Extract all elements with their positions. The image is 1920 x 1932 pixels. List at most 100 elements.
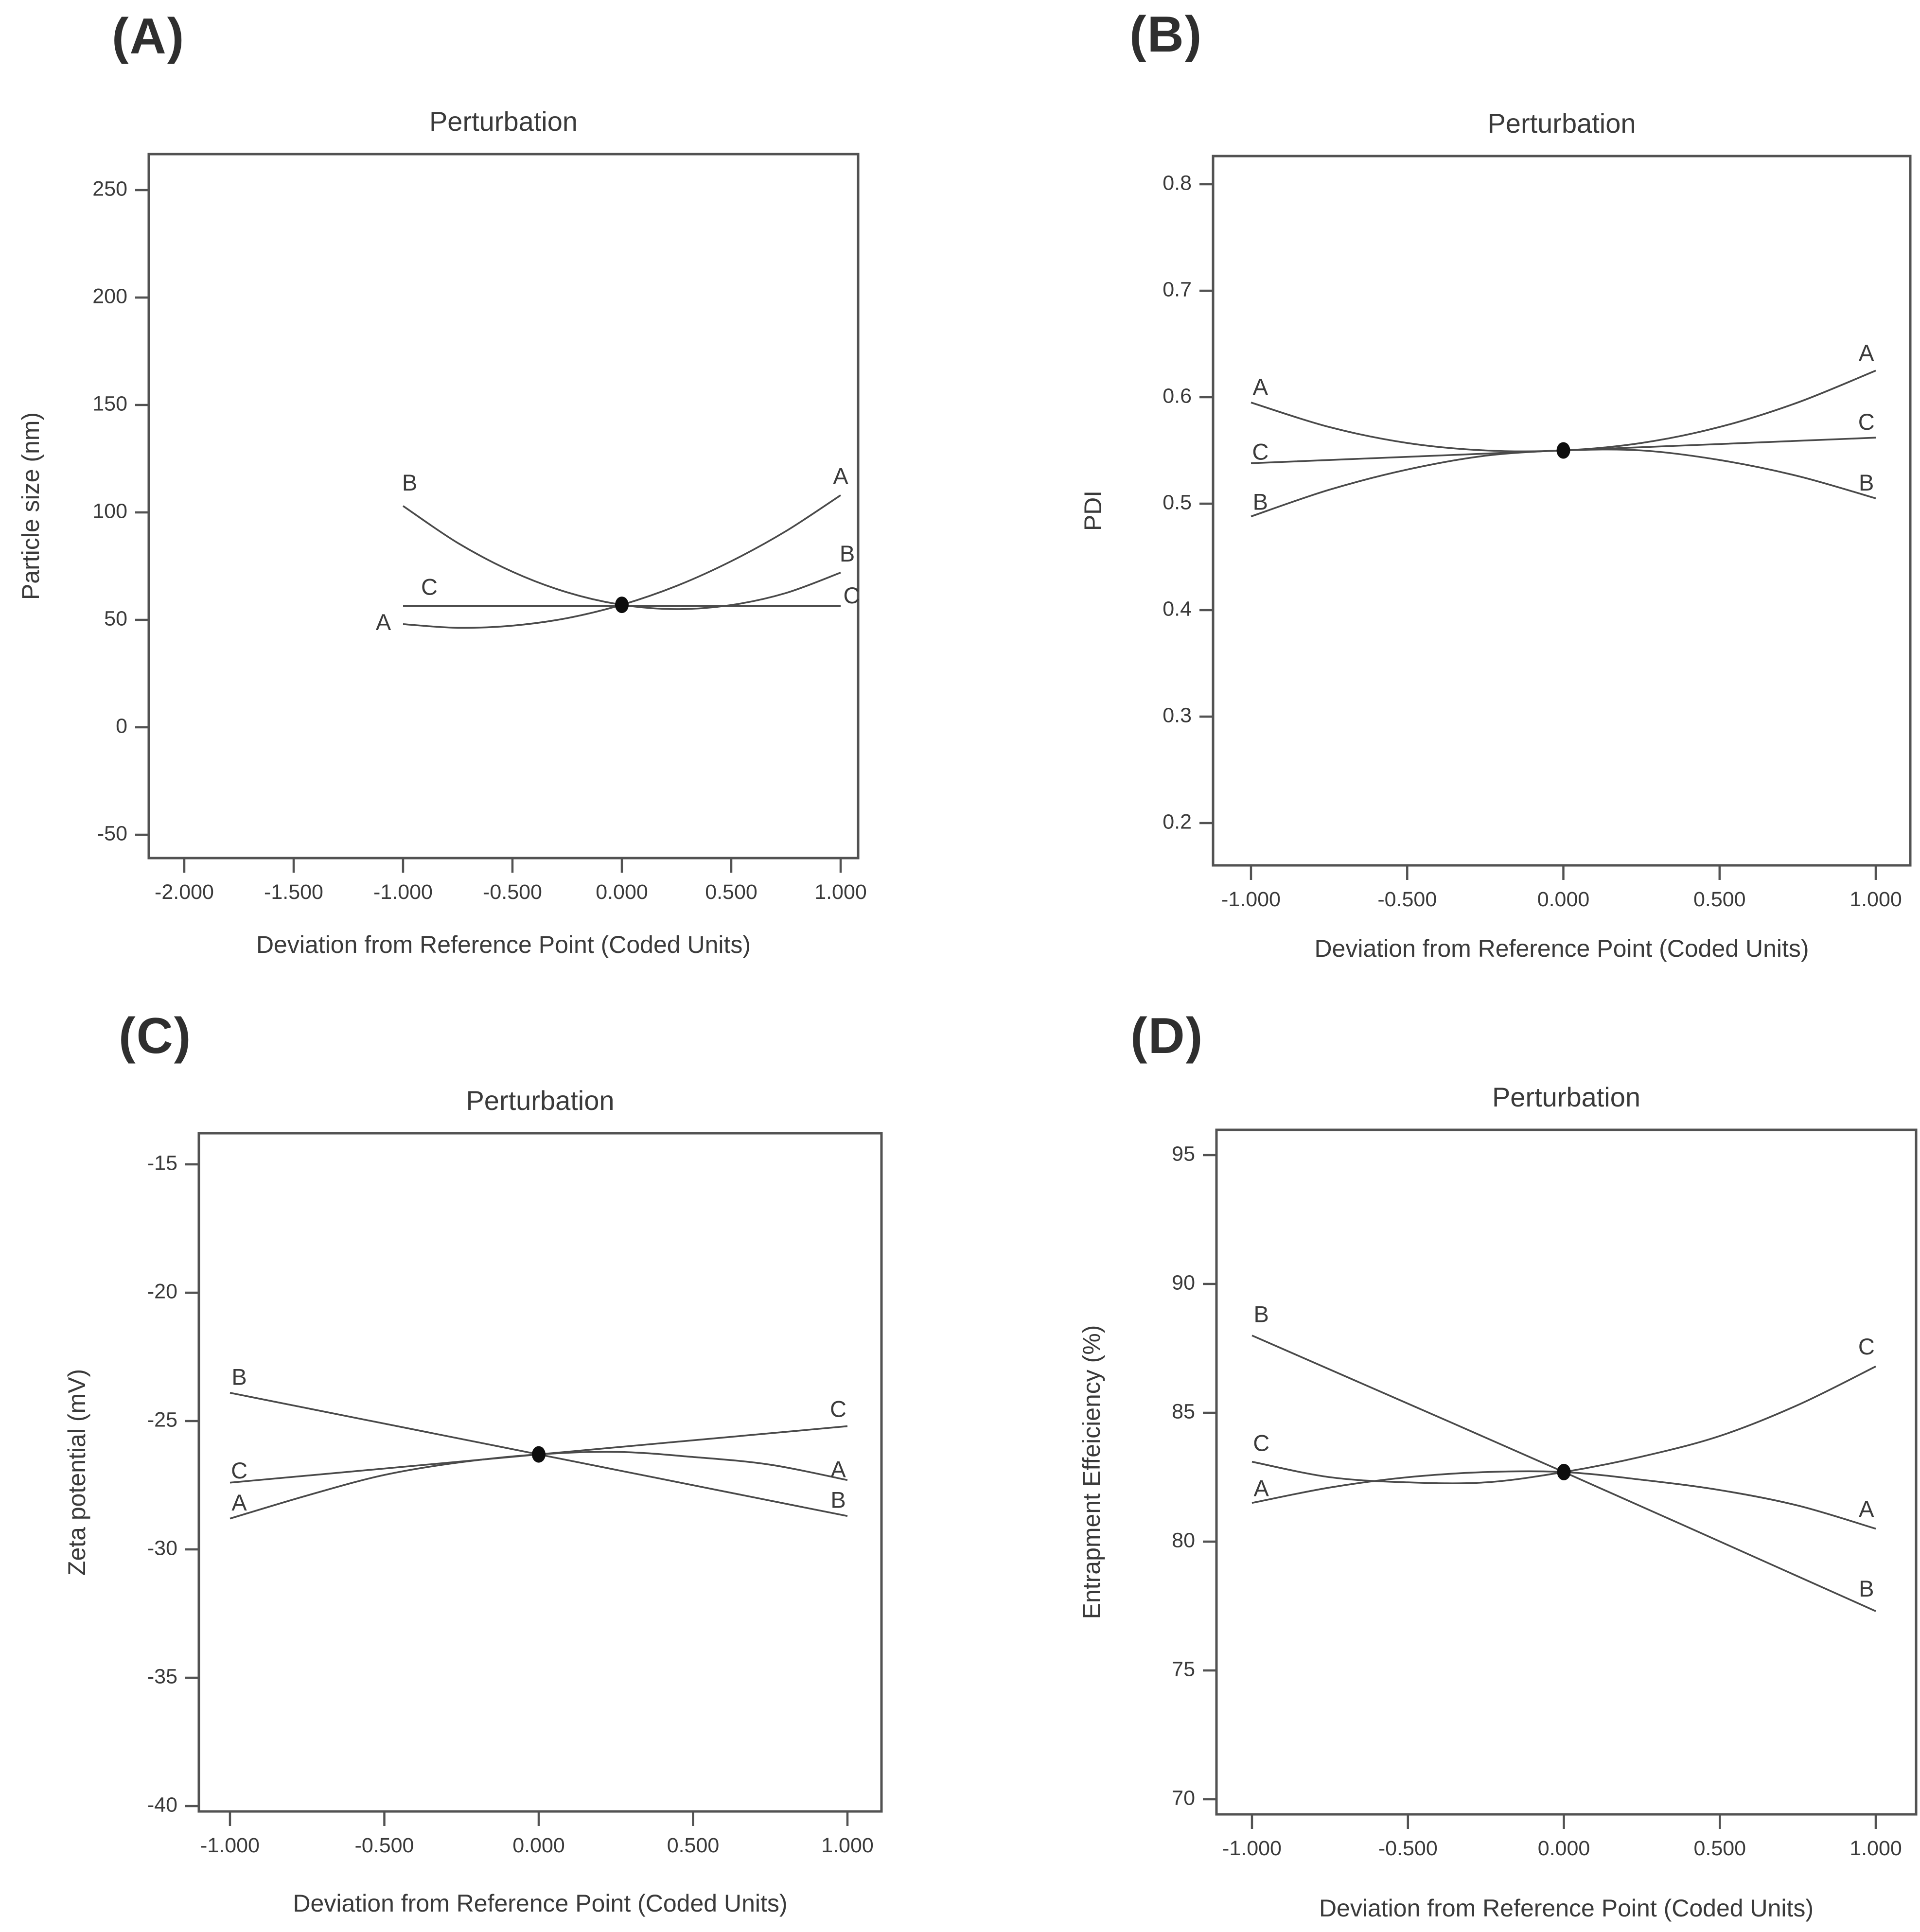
y-tick-label: 95	[1172, 1142, 1195, 1165]
x-tick-label: 0.000	[596, 880, 648, 904]
y-tick-label: 150	[92, 392, 127, 415]
curve-label-C: C	[830, 1396, 846, 1422]
y-tick-label: -25	[147, 1408, 177, 1431]
curve-label-A: A	[1859, 1496, 1874, 1522]
panel-b-letter: (B)	[1129, 6, 1203, 63]
curve-label-A: A	[833, 463, 848, 489]
x-tick-label: 0.500	[705, 880, 757, 904]
curve-label-C: C	[1252, 439, 1268, 465]
chart-title: Perturbation	[466, 1085, 614, 1116]
x-tick-label: 0.000	[512, 1834, 565, 1857]
x-tick-label: -0.500	[1378, 1837, 1438, 1860]
curve-label-A: A	[1254, 1475, 1269, 1501]
x-tick-label: 1.000	[1850, 1837, 1902, 1860]
curve-label-C: C	[1253, 1430, 1269, 1456]
x-tick-label: -1.000	[373, 880, 433, 904]
x-tick-label: -1.000	[1221, 888, 1281, 911]
y-axis-title: Entrapment Effeiciency (%)	[1078, 1325, 1105, 1619]
y-tick-label: 250	[92, 177, 127, 200]
series-line-A	[1251, 369, 1876, 453]
x-tick-label: 0.000	[1538, 1837, 1590, 1860]
y-tick-label: 0.6	[1163, 384, 1192, 407]
x-tick-label: 1.000	[814, 880, 867, 904]
x-tick-label: 0.000	[1537, 888, 1590, 911]
panel-a-letter: (A)	[112, 8, 185, 65]
curve-label-C: C	[231, 1458, 247, 1483]
y-tick-label: 0.7	[1163, 278, 1192, 301]
x-axis-title: Deviation from Reference Point (Coded Un…	[1319, 1895, 1814, 1922]
curve-label-C: C	[421, 574, 438, 599]
center-point-dot	[615, 597, 629, 614]
y-tick-label: 70	[1172, 1786, 1195, 1809]
x-tick-label: -0.500	[355, 1834, 414, 1857]
y-tick-label: -50	[97, 822, 127, 845]
x-tick-label: 1.000	[1850, 888, 1902, 911]
curve-label-C: C	[1858, 1334, 1875, 1359]
y-tick-label: 90	[1172, 1271, 1195, 1294]
y-tick-label: 0.5	[1163, 491, 1192, 514]
chart-title: Perturbation	[429, 106, 578, 137]
panel-d: (D) Perturbation 70 75 80 85 90 95 -1.000 -0.500…	[960, 967, 1920, 1932]
curve-label-B: B	[402, 470, 417, 495]
y-tick-label: 50	[104, 607, 127, 630]
y-tick-label: -35	[147, 1665, 177, 1688]
x-tick-label: 0.500	[1693, 888, 1746, 911]
y-tick-label: -20	[147, 1280, 177, 1303]
plot-box	[1215, 1128, 1918, 1816]
curve-label-B: B	[830, 1487, 846, 1513]
y-tick-label: -30	[147, 1536, 177, 1560]
plot-box	[1212, 155, 1912, 867]
y-axis-title: Particle size (nm)	[17, 412, 44, 600]
x-tick-label: -0.500	[1377, 888, 1437, 911]
x-tick-label: -1.000	[200, 1834, 260, 1857]
curve-label-C: C	[1858, 409, 1875, 435]
chart-title: Perturbation	[1492, 1082, 1640, 1112]
x-tick-label: -1.000	[1222, 1837, 1282, 1860]
curve-label-A: A	[376, 609, 391, 635]
y-tick-label: 85	[1172, 1400, 1195, 1423]
plot-box	[197, 1132, 883, 1813]
center-point-dot	[1557, 1463, 1571, 1480]
x-tick-label: -2.000	[155, 880, 214, 904]
panel-b-chart: Perturbation 0.2 0.3 0.4 0.5 0.6 0.7 0.8 -1.000 -…	[1079, 108, 1912, 962]
curve-label-A: A	[830, 1456, 846, 1482]
x-tick-label: -1.500	[264, 880, 323, 904]
curve-label-A: A	[1253, 374, 1268, 400]
x-axis-title: Deviation from Reference Point (Coded Un…	[293, 1890, 787, 1917]
y-tick-label: 200	[92, 284, 127, 308]
curve-label-A: A	[231, 1490, 247, 1515]
y-tick-label: 0.3	[1163, 703, 1192, 727]
x-axis-title: Deviation from Reference Point (Coded Un…	[1314, 935, 1809, 962]
curve-label-A: A	[1859, 340, 1874, 366]
center-point-dot	[532, 1446, 546, 1463]
y-tick-label: 75	[1172, 1657, 1195, 1681]
y-tick-label: 100	[92, 499, 127, 523]
y-axis-title: PDI	[1079, 491, 1107, 531]
y-axis-title: Zeta potential (mV)	[63, 1369, 90, 1576]
panel-a-chart: Perturbation -50 0 50 100 150 200 250 -2.000 -1.5…	[17, 106, 867, 958]
curve-label-B: B	[1254, 1301, 1269, 1327]
panel-c: (C) Perturbation -40 -35 -30 -25 -20 -15 -1.000…	[0, 967, 960, 1932]
x-tick-label: -0.500	[483, 880, 542, 904]
plot-box	[147, 153, 860, 860]
curve-label-B: B	[1253, 489, 1268, 514]
curve-label-B: B	[1859, 470, 1874, 495]
x-tick-label: 0.500	[1693, 1837, 1746, 1860]
series-line-B	[402, 505, 841, 610]
curve-label-B: B	[231, 1364, 247, 1389]
y-tick-label: 0.2	[1163, 810, 1192, 833]
curve-label-B: B	[840, 541, 855, 566]
panel-c-letter: (C)	[119, 1008, 192, 1064]
y-tick-label: 80	[1172, 1528, 1195, 1552]
chart-title: Perturbation	[1487, 108, 1636, 139]
y-tick-label: 0.8	[1163, 171, 1192, 194]
y-tick-label: 0.4	[1163, 597, 1192, 620]
curve-label-B: B	[1859, 1576, 1874, 1601]
center-point-dot	[1556, 442, 1570, 459]
x-axis-title: Deviation from Reference Point (Coded Un…	[256, 931, 751, 958]
curve-label-C: C	[844, 582, 860, 608]
panel-d-chart: Perturbation 70 75 80 85 90 95 -1.000 -0.500 0.00…	[1078, 1082, 1918, 1922]
panel-d-letter: (D)	[1130, 1008, 1204, 1064]
panel-a: (A) Perturbation -50 0 50 100 150 200 250 -2.000…	[0, 0, 960, 967]
